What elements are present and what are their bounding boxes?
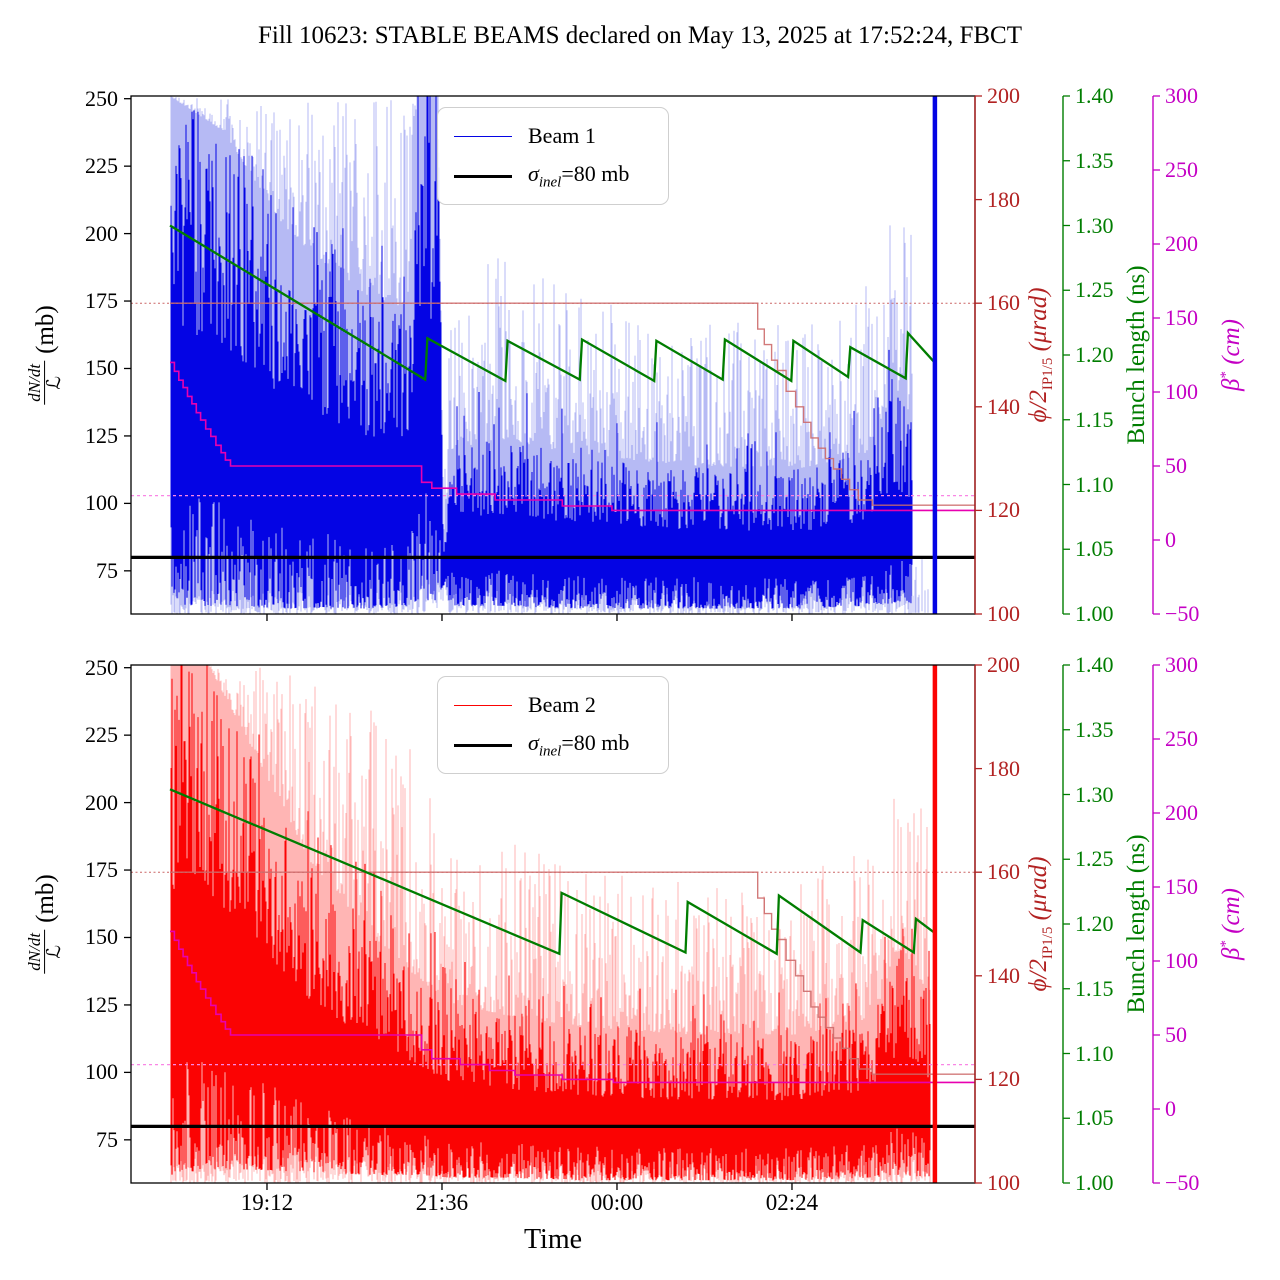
phi-tick-label: 120 xyxy=(987,497,1020,523)
beta-tick-label: 200 xyxy=(1165,800,1198,825)
bunch-tick-label: 1.25 xyxy=(1075,277,1114,303)
y-axis-label-top: dN/dt ℒ (mb) xyxy=(25,305,66,405)
beta-tick-label: 50 xyxy=(1165,453,1187,478)
beta-tick-label: 150 xyxy=(1165,874,1198,899)
beta-tick-label: 100 xyxy=(1165,379,1198,404)
x-tick-label: 19:12 xyxy=(240,1190,294,1215)
phi-tick-label: 100 xyxy=(987,601,1020,626)
sigma-line-swatch xyxy=(454,174,512,178)
y-left-tick-label: 125 xyxy=(85,991,118,1017)
y-left-tick-label: 225 xyxy=(85,153,118,179)
phi-tick-label: 140 xyxy=(987,962,1020,988)
bunch-tick-label: 1.15 xyxy=(1075,975,1114,1001)
y-left-tick-label: 125 xyxy=(85,422,118,448)
beta-tick-label: 50 xyxy=(1165,1022,1187,1047)
y-left-tick-label: 75 xyxy=(96,1126,118,1152)
y-left-tick-label: 250 xyxy=(85,654,118,680)
beta-axis-label-bottom: β* (cm) xyxy=(1217,887,1246,961)
rate-over-lumi-fraction: dN/dt ℒ xyxy=(25,929,66,974)
beta-axis-label-top: β* (cm) xyxy=(1217,318,1246,392)
beta-tick-label: 0 xyxy=(1165,527,1176,552)
y-axis-label-bottom: dN/dt ℒ (mb) xyxy=(25,874,66,974)
phi-axis-label-bottom: ϕ/2IP1/5 (μrad) xyxy=(1025,856,1056,992)
x-tick-label: 00:00 xyxy=(590,1190,644,1215)
beta-tick-label: 100 xyxy=(1165,948,1198,973)
x-tick-label: 21:36 xyxy=(415,1190,469,1215)
phi-tick-label: 200 xyxy=(987,83,1020,108)
bunch-tick-label: 1.25 xyxy=(1075,846,1114,872)
bunch-tick-label: 1.10 xyxy=(1075,1040,1114,1066)
beam2-line-swatch xyxy=(454,704,512,706)
phi-tick-label: 120 xyxy=(987,1066,1020,1092)
bunch-tick-label: 1.10 xyxy=(1075,471,1114,497)
bunch-tick-label: 1.35 xyxy=(1075,716,1114,742)
legend-item-beam1: Beam 1 xyxy=(454,116,668,156)
x-tick-label: 02:24 xyxy=(765,1190,819,1215)
bunch-tick-label: 1.20 xyxy=(1075,911,1114,936)
bunch-tick-label: 1.20 xyxy=(1075,342,1114,367)
beta-tick-label: 300 xyxy=(1165,83,1198,108)
bunch-tick-label: 1.30 xyxy=(1075,781,1114,807)
rate-over-lumi-fraction: dN/dt ℒ xyxy=(25,360,66,405)
figure-title: Fill 10623: STABLE BEAMS declared on May… xyxy=(258,22,1022,49)
phi-tick-label: 200 xyxy=(987,652,1020,677)
phi-tick-label: 180 xyxy=(987,755,1020,781)
beta-tick-label: −50 xyxy=(1165,1170,1200,1195)
legend-bottom: Beam 2 σinel=80 mb xyxy=(437,676,669,774)
y-left-tick-label: 175 xyxy=(85,857,118,883)
bunch-axis-label-bottom: Bunch length (ns) xyxy=(1123,834,1150,1014)
phi-tick-label: 160 xyxy=(987,859,1020,885)
y-left-tick-label: 150 xyxy=(85,355,118,381)
phi-tick-label: 100 xyxy=(987,1170,1020,1195)
bunch-tick-label: 1.00 xyxy=(1075,1170,1114,1195)
x-axis-label: Time xyxy=(523,1224,583,1255)
legend-item-beam2: Beam 2 xyxy=(454,685,668,725)
beta-tick-label: 250 xyxy=(1165,726,1198,751)
bunch-tick-label: 1.40 xyxy=(1075,83,1114,108)
y-left-tick-label: 100 xyxy=(85,490,118,516)
phi-tick-label: 180 xyxy=(987,186,1020,212)
y-left-tick-label: 175 xyxy=(85,288,118,314)
bunch-tick-label: 1.35 xyxy=(1075,147,1114,173)
beta-tick-label: 200 xyxy=(1165,231,1198,256)
bunch-tick-label: 1.40 xyxy=(1075,652,1114,677)
legend-label: σinel=80 mb xyxy=(528,729,630,760)
legend-label: Beam 1 xyxy=(528,123,596,148)
phi-tick-label: 160 xyxy=(987,290,1020,316)
y-left-tick-label: 250 xyxy=(85,85,118,111)
legend-label: Beam 2 xyxy=(528,692,596,717)
y-left-tick-label: 225 xyxy=(85,722,118,748)
y-left-tick-label: 200 xyxy=(85,789,118,815)
phi-axis-label-top: ϕ/2IP1/5 (μrad) xyxy=(1025,287,1056,423)
y-left-tick-label: 150 xyxy=(85,924,118,950)
y-left-tick-label: 75 xyxy=(96,557,118,583)
beta-tick-label: 150 xyxy=(1165,305,1198,330)
beta-tick-label: −50 xyxy=(1165,601,1200,626)
bunch-axis-label-top: Bunch length (ns) xyxy=(1123,265,1150,445)
y-left-tick-label: 100 xyxy=(85,1059,118,1085)
bunch-tick-label: 1.00 xyxy=(1075,601,1114,626)
phi-tick-label: 140 xyxy=(987,393,1020,419)
legend-label: σinel=80 mb xyxy=(528,160,630,191)
sigma-line-swatch xyxy=(454,743,512,747)
legend-item-sigma: σinel=80 mb xyxy=(454,156,668,196)
beta-tick-label: 300 xyxy=(1165,652,1198,677)
beta-tick-label: 0 xyxy=(1165,1096,1176,1121)
legend-item-sigma: σinel=80 mb xyxy=(454,725,668,765)
beta-tick-label: 250 xyxy=(1165,157,1198,182)
y-left-tick-label: 200 xyxy=(85,220,118,246)
bunch-tick-label: 1.30 xyxy=(1075,212,1114,238)
beam1-line-swatch xyxy=(454,135,512,137)
bunch-tick-label: 1.05 xyxy=(1075,1105,1114,1131)
bunch-tick-label: 1.15 xyxy=(1075,406,1114,432)
bunch-tick-label: 1.05 xyxy=(1075,536,1114,562)
legend-top: Beam 1 σinel=80 mb xyxy=(437,107,669,205)
